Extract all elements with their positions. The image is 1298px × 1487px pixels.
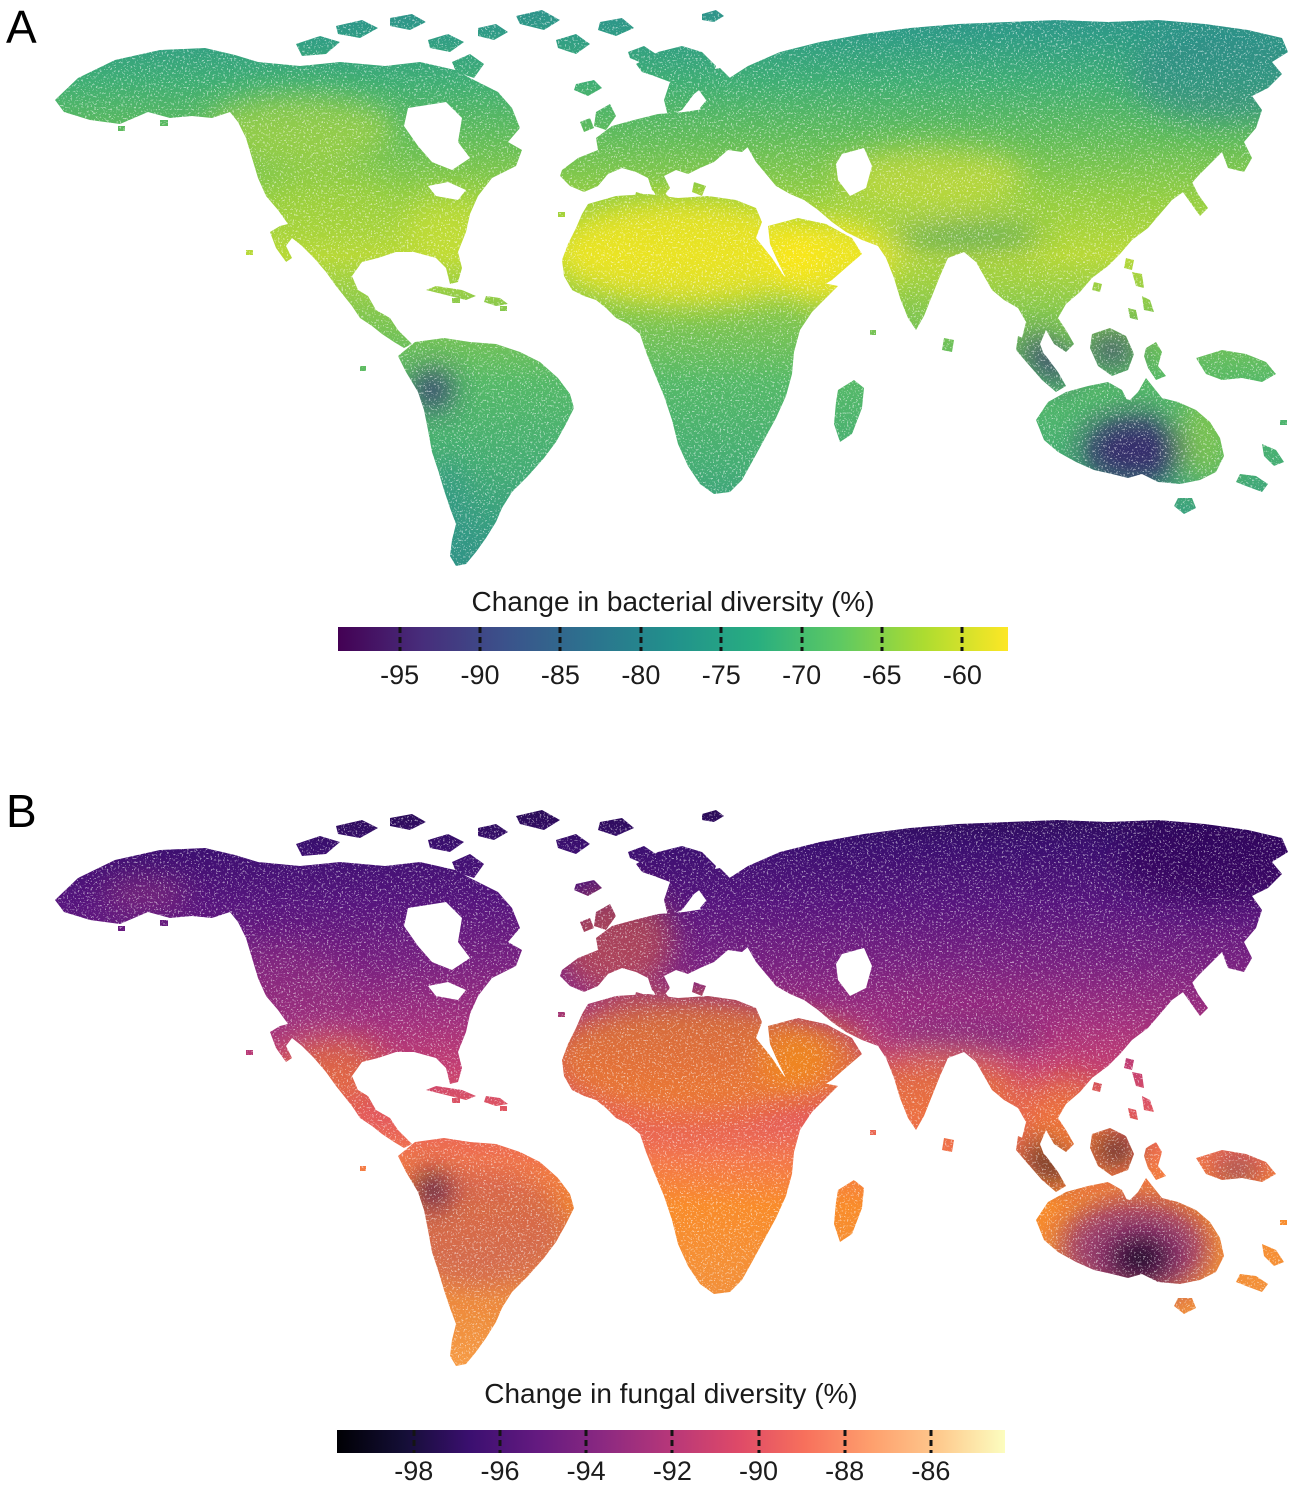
panel-label-a: A	[6, 1, 37, 53]
colorbar-tick-labels-fungal: -98 -96 -94 -92 -90 -88 -86	[337, 1457, 1005, 1487]
panel-label-b: B	[6, 785, 37, 837]
colorbar-tick-mark	[960, 627, 964, 651]
world-map-fungal-diversity	[55, 810, 1288, 1366]
colorbar-tick-mark	[843, 1430, 847, 1453]
colorbar-tick-label: -85	[540, 660, 580, 690]
colorbar-tick-label: -86	[911, 1456, 951, 1486]
colorbar-tick-mark	[929, 1430, 933, 1453]
colorbar-gradient-fungal	[337, 1430, 1005, 1453]
colorbar-tick-label: -75	[701, 660, 741, 690]
colorbar-tick-mark	[412, 1430, 416, 1453]
colorbar-tick-mark	[800, 627, 804, 651]
colorbar-title-bacterial: Change in bacterial diversity (%)	[471, 586, 875, 617]
colorbar-tick-label: -95	[380, 660, 420, 690]
colorbar-tick-mark	[398, 627, 402, 651]
colorbar-tick-mark	[670, 1430, 674, 1453]
colorbar-tick-label: -88	[825, 1456, 865, 1486]
colorbar-tick-label: -90	[460, 660, 500, 690]
colorbar-tick-mark	[757, 1430, 760, 1453]
colorbar-title-fungal: Change in fungal diversity (%)	[484, 1378, 858, 1409]
colorbar-gradient-bacterial	[338, 627, 1008, 651]
colorbar-tick-label: -96	[480, 1456, 520, 1486]
colorbar-tick-label: -65	[862, 660, 902, 690]
colorbar-tick-mark	[558, 627, 562, 651]
world-map-bacterial-diversity	[55, 10, 1288, 566]
colorbar-tick-label: -60	[942, 660, 982, 690]
colorbar-tick-labels-bacterial: -95 -90 -85 -80 -75 -70 -65 -60	[338, 661, 1008, 691]
colorbar-tick-mark	[498, 1430, 502, 1453]
colorbar-tick-label: -98	[394, 1456, 434, 1486]
colorbar-tick-label: -92	[652, 1456, 692, 1486]
colorbar-tick-label: -90	[738, 1456, 779, 1486]
colorbar-tick-label: -70	[782, 660, 822, 690]
colorbar-tick-mark	[584, 1430, 588, 1453]
colorbar-tick-mark	[719, 627, 723, 651]
colorbar-tick-mark	[639, 627, 643, 651]
colorbar-tick-mark	[478, 627, 482, 651]
colorbar-tick-label: -80	[621, 660, 661, 690]
colorbar-tick-label: -94	[566, 1456, 606, 1486]
colorbar-tick-mark	[880, 627, 884, 651]
